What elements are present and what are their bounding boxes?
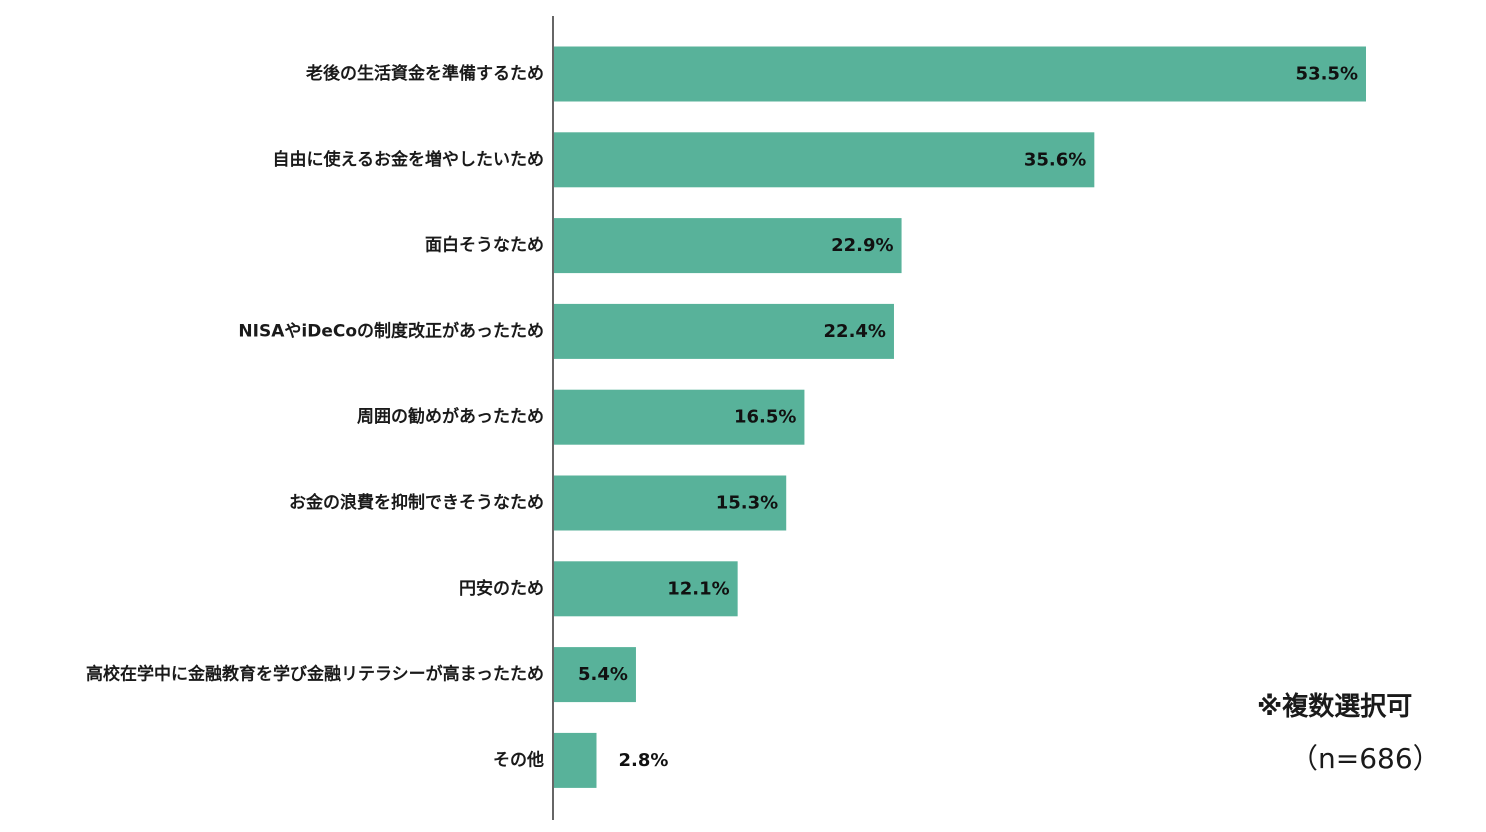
value-label-0: 53.5% [1296,64,1358,85]
value-label-6: 12.1% [667,578,729,599]
bar-3 [554,303,894,359]
bar-7 [554,647,636,703]
bar-0 [554,46,1366,102]
bar-5 [554,475,787,531]
category-label-0: 老後の生活資金を準備するため [305,63,544,84]
value-label-4: 16.5% [734,407,796,428]
value-label-5: 15.3% [716,493,778,514]
category-label-1: 自由に使えるお金を増やしたいため [273,149,545,170]
category-label-6: 円安のため [459,578,544,599]
bar-8 [554,732,597,788]
category-label-5: お金の浪費を抑制できそうなため [289,492,544,513]
value-label-3: 22.4% [824,321,886,342]
value-label-2: 22.9% [831,235,893,256]
category-label-3: NISAやiDeCoの制度改正があったため [238,320,544,341]
value-label-8: 2.8% [618,750,668,771]
category-label-7: 高校在学中に金融教育を学び金融リテラシーが高まったため [86,664,544,685]
value-label-7: 5.4% [578,664,628,685]
category-label-4: 周囲の勧めがあったため [357,406,544,427]
bar-2 [554,218,902,274]
category-label-2: 面白そうなため [425,235,544,256]
bar-4 [554,389,805,445]
bar-6 [554,561,738,617]
bar-1 [554,132,1095,188]
multiple-choice-note: ※複数選択可 [1257,692,1413,722]
sample-size-note: （n=686） [1290,742,1441,775]
value-label-1: 35.6% [1024,149,1086,170]
category-label-8: その他 [493,749,544,770]
